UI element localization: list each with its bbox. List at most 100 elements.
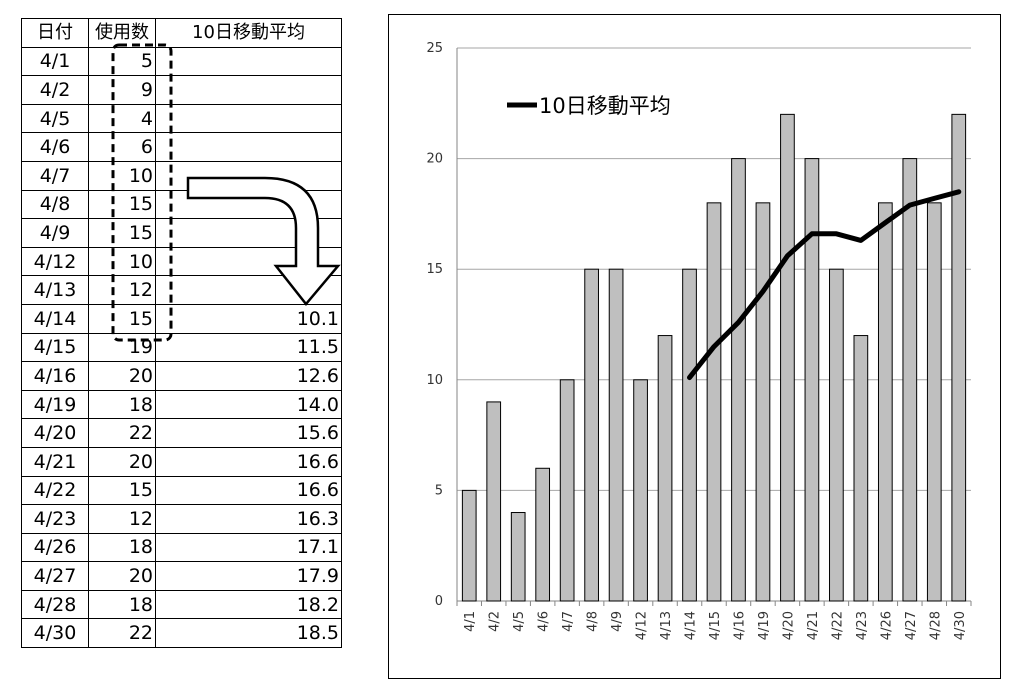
- usage-cell: 15: [88, 218, 156, 248]
- usage-cell: 18: [88, 389, 156, 420]
- usage-cell: 22: [88, 418, 156, 448]
- y-tick-label: 20: [426, 152, 443, 167]
- table-row: 4/20 22 15.6: [21, 418, 342, 448]
- moving-average-cell: [155, 160, 342, 191]
- usage-cell: 22: [88, 618, 156, 649]
- x-tick-label: 4/15: [708, 611, 723, 640]
- table-row: 4/2 9: [21, 75, 342, 105]
- moving-average-cell: [155, 218, 342, 248]
- usage-cell: 20: [88, 561, 156, 591]
- y-tick-label: 5: [435, 483, 443, 498]
- x-tick-label: 4/1: [463, 611, 478, 632]
- bar: [633, 379, 648, 602]
- bar: [559, 379, 575, 602]
- bar: [706, 202, 722, 602]
- moving-average-chart: 0 5 10 15 20 25 4/1 4/2 4/5 4/6 4/7 4/8 4/9 4/12 4/13 4…: [426, 41, 972, 640]
- x-tick-label: 4/8: [586, 611, 601, 632]
- date-cell: 4/16: [21, 361, 89, 391]
- moving-average-cell: 16.6: [155, 446, 342, 477]
- bar: [926, 202, 942, 602]
- usage-cell: 15: [88, 189, 156, 220]
- usage-cell: 10: [88, 246, 156, 277]
- y-tick-label: 0: [435, 594, 443, 609]
- date-cell: 4/7: [21, 160, 89, 191]
- bar: [853, 335, 869, 602]
- moving-average-cell: 17.9: [155, 561, 342, 591]
- moving-average-cell: 16.6: [155, 475, 342, 506]
- bar: [584, 268, 599, 602]
- data-table: 日付 使用数 10日移動平均 4/1 5 4/2 9 4/5 4 4/6 6 4/7 10 4/8 15 4/…: [21, 18, 342, 649]
- moving-average-cell: [155, 75, 342, 105]
- bar: [657, 335, 673, 602]
- x-tick-label: 4/27: [904, 611, 919, 640]
- table-row: 4/21 20 16.6: [21, 446, 342, 477]
- x-tick-label: 4/26: [879, 611, 894, 640]
- moving-average-cell: [155, 103, 342, 134]
- date-cell: 4/15: [21, 332, 89, 363]
- moving-average-cell: [155, 275, 342, 305]
- date-cell: 4/26: [21, 532, 89, 563]
- table-row: 4/8 15: [21, 189, 342, 220]
- usage-cell: 9: [88, 75, 156, 105]
- date-cell: 4/1: [21, 46, 89, 77]
- table-row: 4/5 4: [21, 103, 342, 134]
- moving-average-cell: 18.2: [155, 589, 342, 620]
- column-header: 日付: [21, 18, 89, 48]
- bar: [510, 512, 526, 602]
- usage-cell: 18: [88, 589, 156, 620]
- table-row: 4/12 10: [21, 246, 342, 277]
- moving-average-cell: 16.3: [155, 504, 342, 534]
- date-cell: 4/9: [21, 218, 89, 248]
- moving-average-cell: [155, 189, 342, 220]
- usage-cell: 10: [88, 160, 156, 191]
- legend-label: 10日移動平均: [539, 94, 671, 118]
- table-row: 4/28 18 18.2: [21, 589, 342, 620]
- x-tick-label: 4/7: [561, 611, 576, 632]
- date-cell: 4/27: [21, 561, 89, 591]
- chart-area: 0 5 10 15 20 25 4/1 4/2 4/5 4/6 4/7 4/8 4/9 4/12 4/13 4…: [388, 14, 1001, 679]
- moving-average-cell: 12.6: [155, 361, 342, 391]
- bar: [486, 401, 502, 602]
- table-row: 4/23 12 16.3: [21, 504, 342, 534]
- usage-cell: 19: [88, 332, 156, 363]
- table-row: 4/22 15 16.6: [21, 475, 342, 506]
- usage-cell: 5: [88, 46, 156, 77]
- date-cell: 4/5: [21, 103, 89, 134]
- usage-cell: 20: [88, 446, 156, 477]
- moving-average-cell: [155, 246, 342, 277]
- date-cell: 4/2: [21, 75, 89, 105]
- usage-cell: 18: [88, 532, 156, 563]
- moving-average-cell: 14.0: [155, 389, 342, 420]
- table-row: 4/14 15 10.1: [21, 303, 342, 334]
- x-tick-label: 4/30: [953, 611, 968, 640]
- date-cell: 4/28: [21, 589, 89, 620]
- bar: [755, 202, 771, 602]
- table-row: 4/9 15: [21, 218, 342, 248]
- date-cell: 4/20: [21, 418, 89, 448]
- series-line-moving-average: [687, 189, 962, 381]
- bar: [902, 158, 918, 602]
- table-row: 4/13 12: [21, 275, 342, 305]
- date-cell: 4/6: [21, 132, 89, 162]
- usage-cell: 4: [88, 103, 156, 134]
- column-header: 10日移動平均: [155, 18, 342, 48]
- table-row: 4/27 20 17.9: [21, 561, 342, 591]
- x-tick-label: 4/14: [684, 611, 699, 640]
- moving-average-cell: 11.5: [155, 332, 342, 363]
- table-row: 4/26 18 17.1: [21, 532, 342, 563]
- date-cell: 4/12: [21, 246, 89, 277]
- usage-cell: 15: [88, 303, 156, 334]
- date-cell: 4/8: [21, 189, 89, 220]
- x-tick-label: 4/28: [928, 611, 943, 640]
- x-tick-label: 4/5: [512, 611, 527, 632]
- usage-cell: 12: [88, 275, 156, 305]
- date-cell: 4/22: [21, 475, 89, 506]
- y-tick-label: 25: [426, 41, 443, 56]
- moving-average-cell: 17.1: [155, 532, 342, 563]
- moving-average-cell: 15.6: [155, 418, 342, 448]
- date-cell: 4/30: [21, 618, 89, 649]
- usage-cell: 6: [88, 132, 156, 162]
- usage-cell: 12: [88, 504, 156, 534]
- x-tick-label: 4/13: [659, 611, 674, 640]
- date-cell: 4/13: [21, 275, 89, 305]
